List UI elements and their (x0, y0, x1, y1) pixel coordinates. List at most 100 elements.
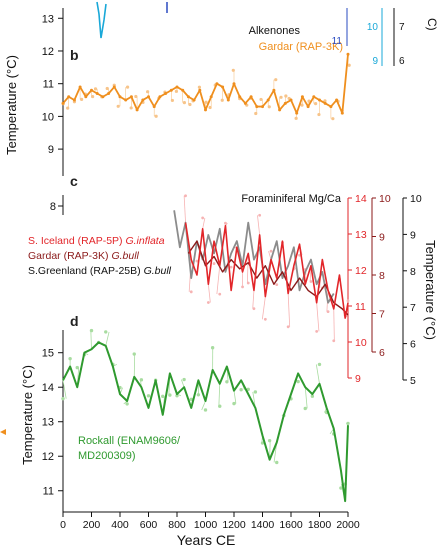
panel-c-right-ylabel: Temperature (°C) (423, 240, 438, 340)
panel-c-raw-point (218, 292, 222, 296)
panel-b-data-point (175, 85, 179, 89)
panel-b-data-point (135, 108, 139, 112)
panel-d-raw-point (253, 390, 258, 394)
panel-b-right-tick-black-6: 6 (399, 56, 405, 67)
panel-d-ytick-label: 11 (43, 486, 54, 498)
panel-c-axis-tick-label-red: 9 (355, 373, 361, 385)
panel-d-raw-connector (315, 364, 320, 384)
panel-b-ylabel: Temperature (°C) (4, 55, 19, 155)
panel-d-raw-point (89, 328, 94, 333)
panel-d-raw-point (132, 352, 136, 356)
panel-d-raw-point (218, 404, 222, 408)
panel-b-data-point (306, 105, 310, 109)
panel-c-raw-connector (316, 302, 320, 332)
panel-d-ytick-label: 12 (42, 451, 54, 463)
panel-c-raw-connector (246, 253, 249, 283)
panel-d-raw-connector (201, 400, 206, 411)
panel-b-raw-point (116, 104, 120, 108)
panel-d-ytick-label: 14 (42, 382, 54, 394)
panel-b-data-point (261, 105, 264, 109)
panel-b-raw-point (197, 85, 202, 89)
panel-d-ytick-label: 15 (42, 348, 54, 360)
panel-b-raw-point (154, 114, 158, 118)
x-axis-tick-label: 800 (168, 519, 186, 531)
panel-d-raw-connector (218, 383, 221, 407)
panel-b-raw-point (274, 78, 278, 82)
panel-b-data-point (346, 52, 350, 56)
panel-b-data-point (232, 82, 236, 86)
panel-b-right-tick-blue: 11 (332, 36, 343, 47)
panel-c-raw-point (315, 329, 319, 333)
panel-c-raw-connector (261, 296, 266, 320)
panel-b-data-point (95, 92, 99, 95)
panel-b-raw-point (317, 112, 321, 117)
panel-b-data-point (67, 95, 71, 99)
panel-b-raw-point (347, 63, 351, 67)
panel-b-data-point (209, 95, 213, 99)
panel-d-raw-point (168, 393, 172, 397)
panel-b-right-tick-black-7: 7 (399, 22, 405, 33)
panel-b-raw-point (204, 100, 208, 104)
panel-c-axis-tick-label-darkred: 9 (379, 232, 385, 244)
x-axis-tick-label: 400 (111, 519, 129, 531)
panel-d-raw-point (75, 365, 79, 370)
panel-b-data-point (312, 95, 316, 99)
panel-b-raw-point (188, 102, 192, 107)
panel-d-raw-point (125, 402, 129, 406)
panel-c-axis-tick-label-red: 11 (355, 301, 366, 313)
panel-c-title: Foraminiferal Mg/Ca (241, 193, 342, 205)
panel-b-raw-point (284, 94, 288, 98)
panel-b-data-point (61, 101, 65, 105)
panel-b-raw-point (220, 98, 224, 102)
panel-d-raw-connector (304, 387, 308, 409)
panel-b-data-point (124, 98, 128, 102)
panel-d-raw-point (139, 378, 144, 382)
panel-d-raw-connector (105, 331, 110, 346)
panel-b-right-tick-cyan-10: 10 (367, 22, 379, 33)
panel-b-raw-point (134, 94, 138, 99)
orange-arrow-marker (0, 429, 6, 435)
panel-b-data-point (107, 92, 111, 95)
panel-c-series-line-0 (184, 222, 349, 319)
panel-c-raw-point (346, 299, 350, 303)
panel-b-data-point (323, 101, 327, 105)
panel-c-raw-point (309, 280, 313, 283)
panel-b-raw-point (294, 116, 298, 120)
panel-d-raw-point (203, 408, 208, 412)
panel-b-right-unit-fragment: C) (425, 18, 439, 31)
panel-b-ytick-label: 9 (48, 144, 54, 156)
panel-b-data-point (295, 111, 299, 115)
panel-b-data-point (249, 95, 253, 99)
panel-c-axis-tick-label-black: 5 (410, 375, 416, 387)
panel-c-axis-tick-label-darkred: 10 (379, 193, 391, 205)
panel-c-raw-point (332, 339, 336, 343)
panel-b-data-point (243, 101, 247, 105)
panel-c-axis-tick-label-darkred: 8 (379, 270, 385, 282)
panel-c-legend-site: S.Greenland (RAP-25B) (28, 265, 144, 277)
panel-b-data-point (158, 95, 162, 99)
panel-b-data-point (164, 92, 168, 95)
panel-b-data-point (181, 88, 185, 92)
panel-c-label: c (70, 173, 78, 189)
panel-b-data-point (112, 85, 116, 89)
panel-b-raw-point (331, 117, 335, 121)
panel-d-ytick-label: 13 (42, 417, 54, 429)
panel-b-ytick-label: 10 (42, 111, 54, 123)
panel-d-raw-connector (62, 380, 67, 399)
panel-d-legend-line2: MD200309) (78, 450, 135, 462)
panel-c-raw-point (326, 310, 330, 314)
panel-b-raw-point (314, 102, 318, 106)
panel-b-data-point (340, 111, 344, 115)
panel-d-raw-connector (180, 379, 185, 388)
panel-c-raw-connector (257, 215, 261, 236)
panel-b-raw-point (125, 85, 130, 89)
panel-b-raw-point (300, 103, 304, 107)
panel-b-data-point (152, 105, 156, 109)
panel-b-data-point (283, 101, 287, 105)
panel-b-raw-point (80, 97, 84, 101)
x-axis-tick-label: 200 (83, 519, 101, 531)
panel-d-raw-connector (233, 390, 237, 404)
panel-d-raw-point (260, 441, 265, 445)
panel-b-data-point (289, 98, 293, 102)
panel-d-raw-point (196, 393, 201, 397)
